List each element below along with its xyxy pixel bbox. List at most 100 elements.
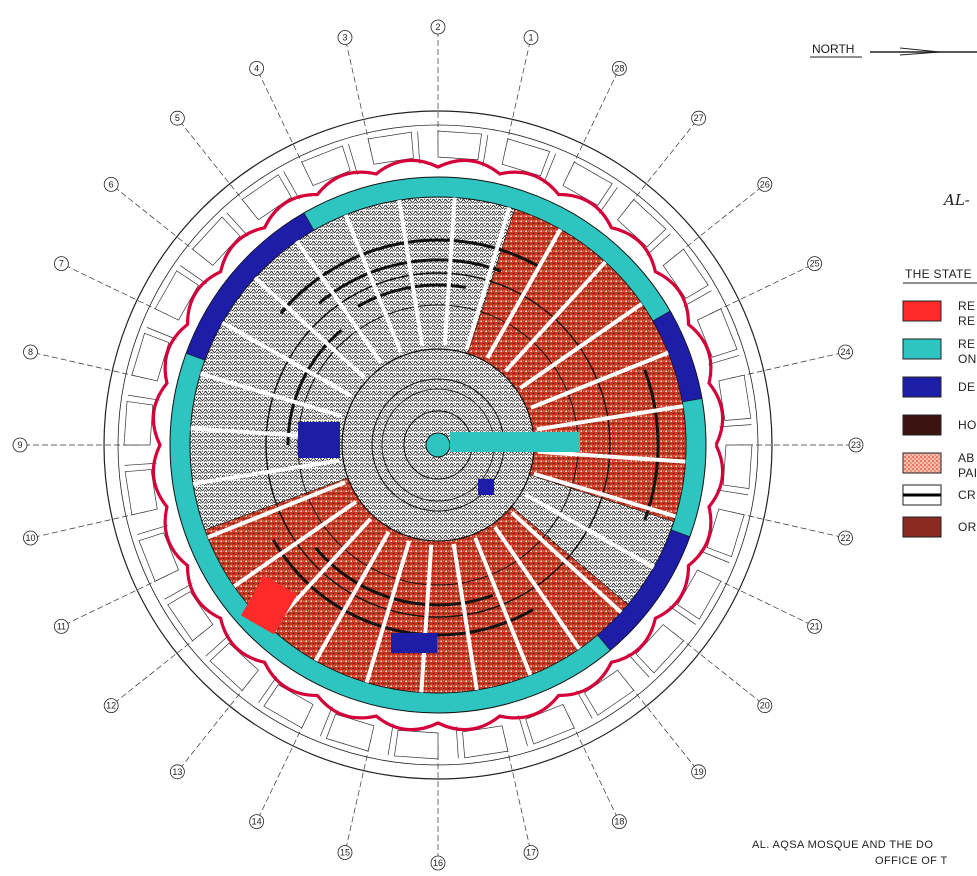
radial-spoke xyxy=(464,206,512,350)
legend-label: AB xyxy=(958,451,975,465)
bay-divider xyxy=(669,605,696,625)
callout-number: 17 xyxy=(526,848,536,858)
callout-bubble xyxy=(23,530,38,546)
radial-spoke xyxy=(253,276,366,380)
callout-number: 5 xyxy=(175,113,180,123)
callout-group: 1234567891011121314151617181920212223242… xyxy=(12,19,864,871)
callout-bubble xyxy=(169,110,185,126)
bay-divider xyxy=(136,525,168,535)
callout-leader xyxy=(177,117,252,211)
callout-number: 16 xyxy=(433,858,443,868)
window-bay xyxy=(209,642,259,692)
callout-bubble xyxy=(807,618,823,634)
bay-divider xyxy=(205,634,230,657)
blue-patch xyxy=(391,633,437,653)
callout-leader xyxy=(256,715,309,822)
north-label: NORTH xyxy=(812,42,854,56)
window-bay xyxy=(124,469,158,516)
callout-bubble xyxy=(838,530,853,546)
window-bay xyxy=(301,145,351,186)
bay-divider xyxy=(320,706,333,737)
callout-leader xyxy=(30,351,146,379)
window-bay xyxy=(131,332,170,382)
radial-spoke xyxy=(503,260,607,373)
window-bay xyxy=(462,725,509,759)
legend-label: ON xyxy=(958,352,977,366)
bay-divider xyxy=(127,394,160,401)
callout-number: 7 xyxy=(59,259,64,269)
window-bay xyxy=(706,508,745,558)
bay-divider xyxy=(417,131,421,164)
crack-arc xyxy=(272,539,534,637)
crack-arc xyxy=(279,238,542,315)
radial-spoke xyxy=(199,371,343,419)
callout-leader xyxy=(504,737,532,853)
radial-spoke xyxy=(442,197,457,346)
callout-bubble xyxy=(23,344,38,360)
callout-number: 2 xyxy=(435,22,440,32)
callout-number: 11 xyxy=(57,621,66,631)
crack-arc xyxy=(318,258,502,305)
callout-leader xyxy=(110,184,204,259)
callout-bubble xyxy=(848,437,864,453)
blue-patch xyxy=(478,479,494,495)
blue-sector xyxy=(596,529,691,651)
radial-spoke xyxy=(537,449,686,464)
callout-bubble xyxy=(430,19,446,35)
callout-number: 20 xyxy=(760,701,770,711)
callout-bubble xyxy=(757,698,773,714)
bay-divider xyxy=(598,187,618,214)
callout-leader xyxy=(61,263,168,316)
bay-divider xyxy=(543,153,556,184)
crack-arc xyxy=(357,283,467,308)
window-bay xyxy=(123,401,154,446)
crack-arc xyxy=(643,369,660,521)
bay-divider xyxy=(708,355,740,365)
footer-line-2: OFFICE OF T xyxy=(875,855,948,867)
window-bay xyxy=(662,248,709,299)
window-bay xyxy=(437,130,482,161)
radial-spoke xyxy=(295,240,383,364)
callout-leader xyxy=(708,574,815,627)
window-bay xyxy=(584,669,635,716)
legend-swatch-red xyxy=(902,300,942,322)
legend-swatch-blue xyxy=(902,376,942,398)
callout-number: 4 xyxy=(254,63,259,73)
bay-divider xyxy=(348,143,358,175)
bay-divider xyxy=(283,171,300,200)
callout-number: 1 xyxy=(529,32,534,42)
callout-number: 9 xyxy=(17,440,22,450)
callout-number: 15 xyxy=(340,848,350,858)
window-bay xyxy=(722,444,753,489)
callout-number: 8 xyxy=(28,347,33,357)
callout-leader xyxy=(344,737,372,853)
callout-leader xyxy=(624,117,699,211)
radial-spoke xyxy=(364,540,412,684)
callout-leader xyxy=(30,511,146,539)
legend-label: RE xyxy=(958,314,975,328)
bay-divider xyxy=(387,723,394,756)
callout-bubble xyxy=(337,845,353,860)
radial-spoke xyxy=(207,480,346,540)
patches xyxy=(241,422,580,653)
radial-spoke xyxy=(192,458,340,486)
radial-spoke xyxy=(510,510,623,614)
drawing-title: AL- xyxy=(942,191,970,209)
callout-bubble xyxy=(249,60,265,76)
window-bay xyxy=(167,591,214,642)
bay-divider xyxy=(683,290,712,307)
legend-swatch-dotted xyxy=(902,452,942,474)
callout-number: 10 xyxy=(25,533,35,543)
callout-bubble xyxy=(103,176,119,192)
callout-leader xyxy=(61,574,168,627)
window-bay xyxy=(617,198,667,248)
scallop-ring xyxy=(151,158,725,732)
callout-leader xyxy=(730,351,846,379)
blue-patch xyxy=(298,422,340,458)
red-fill-patch xyxy=(241,575,297,635)
window-bay xyxy=(718,374,752,421)
legend-label: CR xyxy=(958,488,976,502)
bay-divider xyxy=(146,327,177,340)
